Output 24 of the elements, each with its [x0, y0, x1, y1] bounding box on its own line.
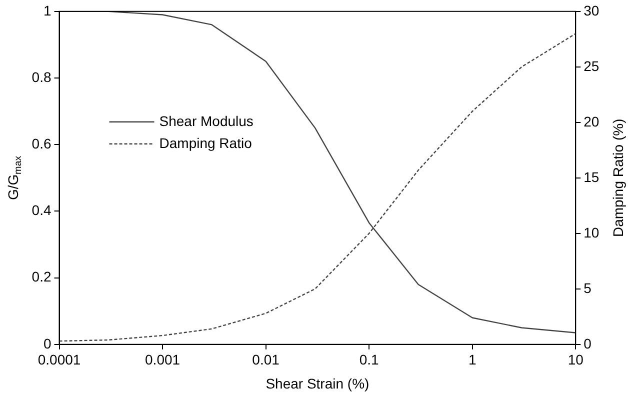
- y-tick-label: 1: [43, 2, 52, 18]
- x-tick-label: 0.01: [252, 352, 280, 368]
- legend-label: Shear Modulus: [159, 112, 254, 129]
- y-tick-label: 0.4: [32, 202, 52, 218]
- y2-tick-label: 15: [584, 168, 600, 185]
- y2-tick-label: 25: [584, 58, 600, 74]
- y-tick-label: 0.8: [32, 68, 52, 85]
- x-tick-label: 0.001: [145, 352, 180, 368]
- y-tick-label: 0.2: [32, 268, 52, 285]
- legend-label: Damping Ratio: [159, 134, 252, 151]
- x-tick-label: 1: [468, 352, 476, 368]
- y-axis-title: G/Gmax: [4, 156, 24, 200]
- y2-tick-label: 20: [584, 113, 600, 130]
- x-tick-label: 0.0001: [38, 352, 81, 368]
- y2-tick-label: 5: [584, 280, 592, 296]
- y2-tick-label: 0: [584, 335, 592, 352]
- y-tick-label: 0: [43, 335, 52, 352]
- x-axis-title: Shear Strain (%): [266, 375, 370, 392]
- y2-tick-label: 30: [584, 2, 600, 18]
- y2-axis-title: Damping Ratio (%): [610, 118, 626, 238]
- x-tick-label: 10: [568, 352, 584, 368]
- y-tick-label: 0.6: [32, 135, 52, 152]
- x-tick-label: 0.1: [359, 352, 380, 368]
- y2-tick-label: 10: [584, 224, 600, 240]
